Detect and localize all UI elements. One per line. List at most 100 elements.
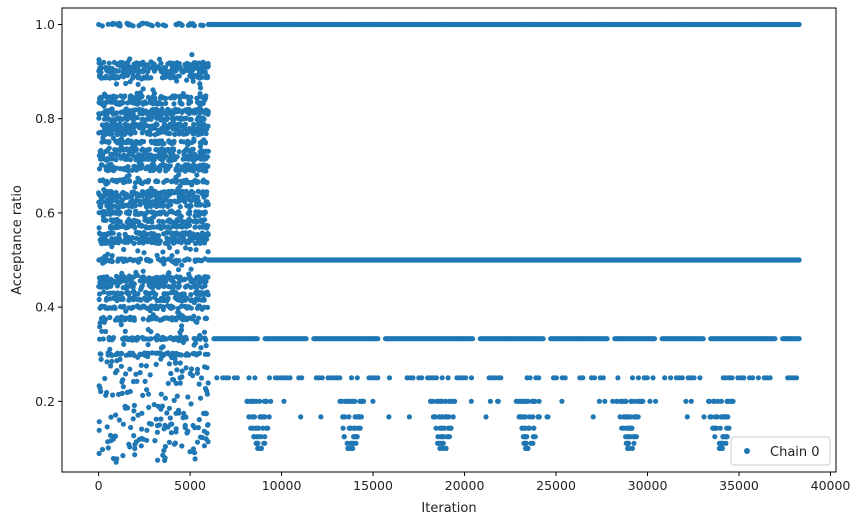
data-point <box>127 350 133 356</box>
data-point <box>203 343 209 349</box>
data-point <box>187 246 193 252</box>
data-point <box>164 410 170 416</box>
data-point <box>187 197 193 203</box>
data-point <box>119 60 126 66</box>
data-point <box>262 434 268 440</box>
data-point <box>154 252 160 258</box>
data-point <box>126 273 132 279</box>
data-point <box>133 371 139 377</box>
data-point <box>191 279 197 285</box>
data-point <box>187 203 193 209</box>
data-point <box>683 398 689 404</box>
data-point <box>169 253 175 259</box>
data-point <box>196 70 202 76</box>
data-point <box>116 194 122 200</box>
data-point <box>127 366 133 372</box>
data-point <box>440 445 446 451</box>
data-point <box>450 414 456 420</box>
data-point <box>188 292 194 298</box>
data-point <box>125 59 131 65</box>
data-point <box>96 275 103 281</box>
data-point <box>725 414 731 420</box>
data-point <box>99 139 105 145</box>
data-point <box>169 350 176 356</box>
x-tick-label: 0 <box>95 478 103 493</box>
data-point <box>720 414 726 420</box>
data-point <box>169 116 176 122</box>
data-point <box>147 314 153 321</box>
data-point <box>174 393 180 399</box>
data-point <box>152 240 158 246</box>
data-point <box>158 115 164 121</box>
data-point <box>724 434 730 440</box>
data-point <box>717 445 723 451</box>
data-point <box>101 284 107 290</box>
data-point <box>153 146 159 153</box>
data-point <box>225 375 232 381</box>
data-point <box>157 303 163 309</box>
data-point <box>146 404 152 410</box>
x-tick-label: 10000 <box>262 478 302 493</box>
data-point <box>150 107 157 113</box>
data-point <box>145 62 151 68</box>
data-point <box>171 397 177 403</box>
data-point <box>445 375 451 381</box>
data-point <box>124 389 130 395</box>
data-point <box>529 398 535 404</box>
data-point <box>196 381 202 387</box>
data-point <box>196 212 202 219</box>
data-point <box>135 334 141 340</box>
data-point <box>156 218 162 224</box>
data-point <box>162 455 168 461</box>
data-point <box>170 376 176 383</box>
data-point <box>133 95 139 101</box>
data-point <box>536 414 542 420</box>
data-point <box>498 375 504 381</box>
data-point <box>186 97 192 103</box>
data-point <box>176 280 182 286</box>
data-point <box>99 241 105 247</box>
data-point <box>193 352 199 358</box>
data-point <box>198 375 205 381</box>
data-point <box>122 93 128 99</box>
data-point <box>106 139 112 145</box>
data-point <box>130 258 136 264</box>
data-point <box>182 425 188 431</box>
data-point <box>135 259 142 265</box>
data-point <box>195 132 201 138</box>
data-point <box>140 127 146 133</box>
data-point <box>148 304 154 310</box>
data-point <box>176 172 182 178</box>
data-point <box>122 405 128 411</box>
data-point <box>159 101 165 107</box>
data-point <box>741 375 747 381</box>
data-point <box>118 314 125 320</box>
data-point <box>186 271 192 277</box>
data-point <box>193 247 199 253</box>
data-point <box>530 440 536 446</box>
data-point <box>724 398 730 404</box>
data-point <box>197 232 203 238</box>
data-point <box>163 64 169 70</box>
data-point <box>178 313 184 319</box>
data-point <box>140 436 146 442</box>
data-point <box>194 439 201 445</box>
data-point <box>183 224 189 230</box>
data-point <box>143 297 149 303</box>
data-point <box>166 158 172 164</box>
data-point <box>201 189 208 195</box>
data-point <box>439 414 445 420</box>
data-point <box>121 341 127 347</box>
data-point <box>113 236 119 242</box>
data-point <box>182 198 188 205</box>
data-point <box>172 236 179 242</box>
x-axis-label: Iteration <box>421 501 476 516</box>
data-point <box>163 178 169 184</box>
data-point <box>143 363 149 369</box>
data-point <box>188 163 194 169</box>
data-point <box>112 73 118 79</box>
data-point <box>131 402 137 408</box>
data-point <box>109 236 115 242</box>
data-point <box>147 168 153 174</box>
data-point <box>186 211 192 217</box>
